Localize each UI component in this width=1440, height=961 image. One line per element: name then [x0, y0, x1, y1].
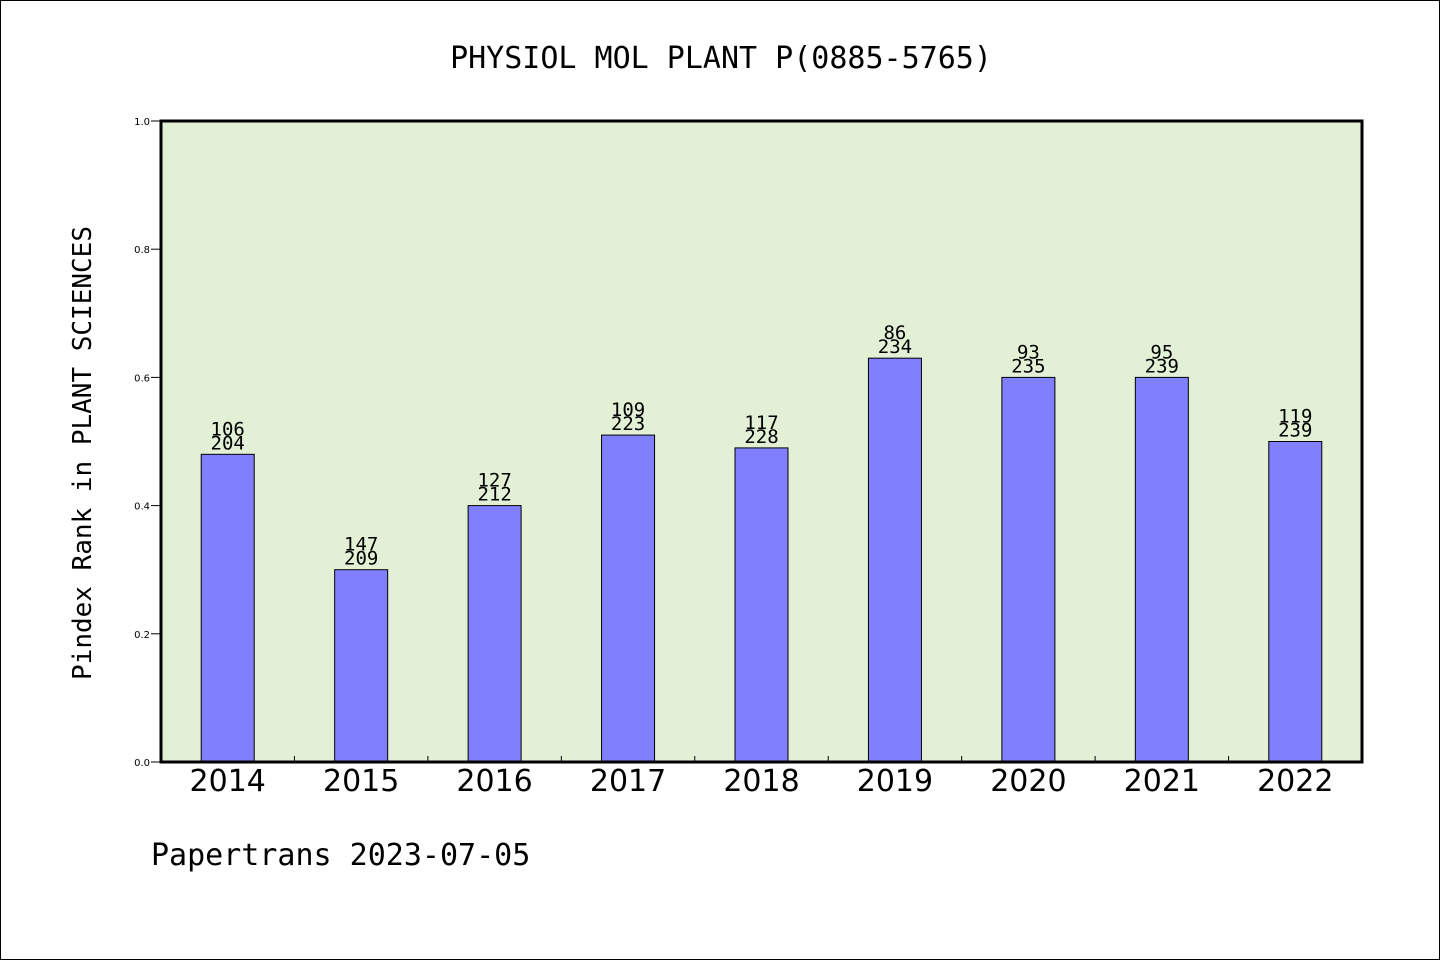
x-tick-label: 2014 [190, 764, 266, 799]
y-axis-label: Pindex Rank in PLANT SCIENCES [68, 226, 98, 680]
bar-rank-label: 119 [1278, 406, 1312, 428]
chart-title: PHYSIOL MOL PLANT P(0885-5765) [450, 41, 992, 76]
bar-rank-label: 93 [1017, 341, 1040, 363]
plot-border [159, 119, 1364, 764]
bar-total-label: 204 [211, 432, 245, 454]
bar-rank-label: 117 [744, 412, 778, 434]
bar-rank-label: 86 [883, 322, 906, 344]
bar-rank-label: 109 [611, 399, 645, 421]
bar [867, 357, 922, 763]
x-tick-label: 2016 [456, 764, 532, 799]
bar-total-label: 228 [744, 426, 778, 448]
bar-rank-label: 147 [344, 534, 378, 556]
x-tick-label: 2021 [1124, 764, 1200, 799]
bar [1268, 441, 1323, 763]
bar [1001, 376, 1056, 763]
bar [334, 569, 389, 763]
y-tick-label: 0.2 [134, 630, 150, 641]
bar-total-label: 239 [1145, 355, 1179, 377]
x-tick-label: 2022 [1257, 764, 1333, 799]
y-tick-label: 0.6 [134, 373, 150, 384]
bar [734, 447, 789, 763]
bar [1134, 376, 1189, 763]
bar-total-label: 239 [1278, 420, 1312, 442]
x-tick-label: 2019 [857, 764, 933, 799]
bar-rank-label: 106 [211, 418, 245, 440]
bar-rank-label: 95 [1150, 341, 1173, 363]
y-tick-label: 0.4 [134, 502, 150, 513]
y-tick-label: 1.0 [134, 117, 150, 128]
bar [200, 453, 255, 763]
bar-total-label: 212 [477, 484, 511, 506]
footer-text: Papertrans 2023-07-05 [151, 838, 530, 873]
bar [601, 434, 656, 763]
bar-total-label: 235 [1011, 355, 1045, 377]
bars-group [200, 357, 1323, 763]
bar-rank-label: 127 [477, 470, 511, 492]
bar [467, 505, 522, 763]
bar-total-label: 209 [344, 548, 378, 570]
x-tick-label: 2020 [990, 764, 1066, 799]
x-tick-label: 2018 [723, 764, 799, 799]
bar-total-label: 223 [611, 413, 645, 435]
y-tick-label: 0.0 [134, 758, 150, 769]
x-tick-label: 2017 [590, 764, 666, 799]
x-tick-label: 2015 [323, 764, 399, 799]
y-tick-label: 0.8 [134, 245, 150, 256]
bar-total-label: 234 [878, 336, 912, 358]
